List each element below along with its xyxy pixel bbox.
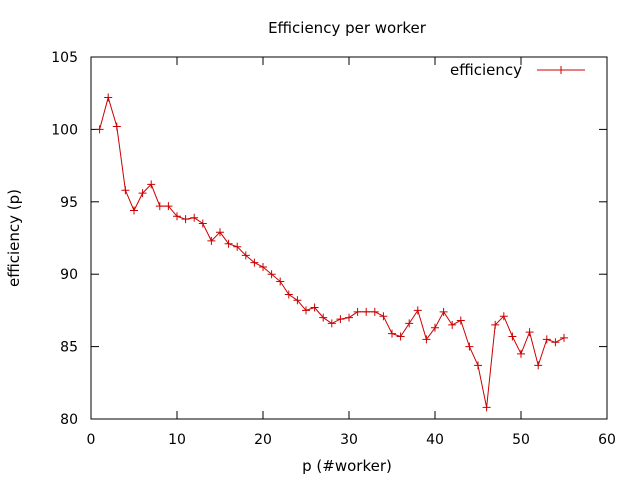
series-line (99, 95, 565, 408)
data-point (259, 262, 267, 271)
plot-frame (90, 56, 608, 420)
x-tick-label: 20 (254, 432, 272, 448)
data-point (345, 313, 353, 322)
data-point (517, 349, 525, 358)
data-point (224, 239, 233, 248)
data-point (362, 307, 371, 316)
data-point (396, 332, 405, 341)
data-point (542, 335, 551, 344)
data-point (534, 361, 543, 370)
data-point (130, 206, 138, 215)
data-point (216, 228, 224, 237)
data-point (267, 270, 276, 279)
x-tick-label: 30 (340, 432, 358, 448)
data-point (241, 251, 250, 260)
data-point (276, 277, 285, 286)
data-point (207, 236, 216, 245)
y-tick-label: 80 (60, 412, 78, 428)
y-tick-label: 90 (60, 267, 78, 283)
legend-label: efficiency (450, 61, 522, 79)
data-point (474, 361, 482, 370)
data-point (327, 319, 336, 328)
data-point (551, 338, 560, 347)
y-tick-label: 105 (51, 50, 78, 66)
legend-marker-plus (557, 66, 565, 74)
data-point (198, 219, 207, 228)
data-point (310, 303, 319, 312)
y-axis: 80 85 90 95 100 105 (51, 50, 607, 428)
data-point (293, 296, 302, 305)
y-tick-label: 95 (60, 195, 78, 211)
data-point (147, 180, 156, 189)
data-point (319, 313, 328, 322)
y-tick-label: 85 (60, 340, 78, 356)
data-point (95, 125, 104, 134)
data-point (422, 335, 431, 344)
y-tick-label: 100 (51, 122, 78, 138)
x-axis: 0 10 20 30 40 50 60 (87, 57, 616, 448)
data-point (173, 212, 181, 221)
data-point (353, 307, 362, 316)
data-point (379, 312, 388, 321)
data-point (121, 186, 130, 195)
y-axis-title: efficiency (p) (5, 189, 23, 287)
data-point (560, 333, 568, 342)
x-tick-label: 10 (168, 432, 186, 448)
data-point (431, 323, 439, 332)
chart-title: Efficiency per worker (268, 19, 427, 37)
data-point (465, 342, 474, 351)
data-point (508, 332, 517, 341)
data-point (448, 320, 457, 329)
x-tick-label: 40 (426, 432, 444, 448)
data-point (388, 329, 396, 338)
data-point (284, 290, 293, 299)
data-point (525, 328, 534, 337)
data-point (104, 93, 113, 102)
data-point (233, 242, 242, 251)
data-point (250, 258, 259, 267)
legend-marker (557, 66, 565, 74)
legend: efficiency (450, 61, 585, 79)
data-point (336, 315, 345, 324)
data-point (370, 307, 379, 316)
x-tick-label: 50 (512, 432, 530, 448)
series-layer (95, 93, 568, 412)
data-point (491, 320, 500, 329)
data-point (190, 213, 199, 222)
data-point (155, 202, 164, 211)
data-point (413, 306, 422, 315)
data-point (405, 319, 414, 328)
data-point (138, 189, 147, 198)
x-axis-title: p (#worker) (302, 457, 392, 475)
data-point (499, 312, 508, 321)
data-point (164, 202, 173, 211)
data-point (439, 307, 448, 316)
data-point (482, 403, 491, 412)
data-point (302, 306, 310, 315)
data-point (181, 215, 190, 224)
x-tick-label: 60 (598, 432, 616, 448)
x-tick-label: 0 (87, 432, 96, 448)
data-point (456, 316, 465, 325)
data-point (112, 122, 121, 131)
